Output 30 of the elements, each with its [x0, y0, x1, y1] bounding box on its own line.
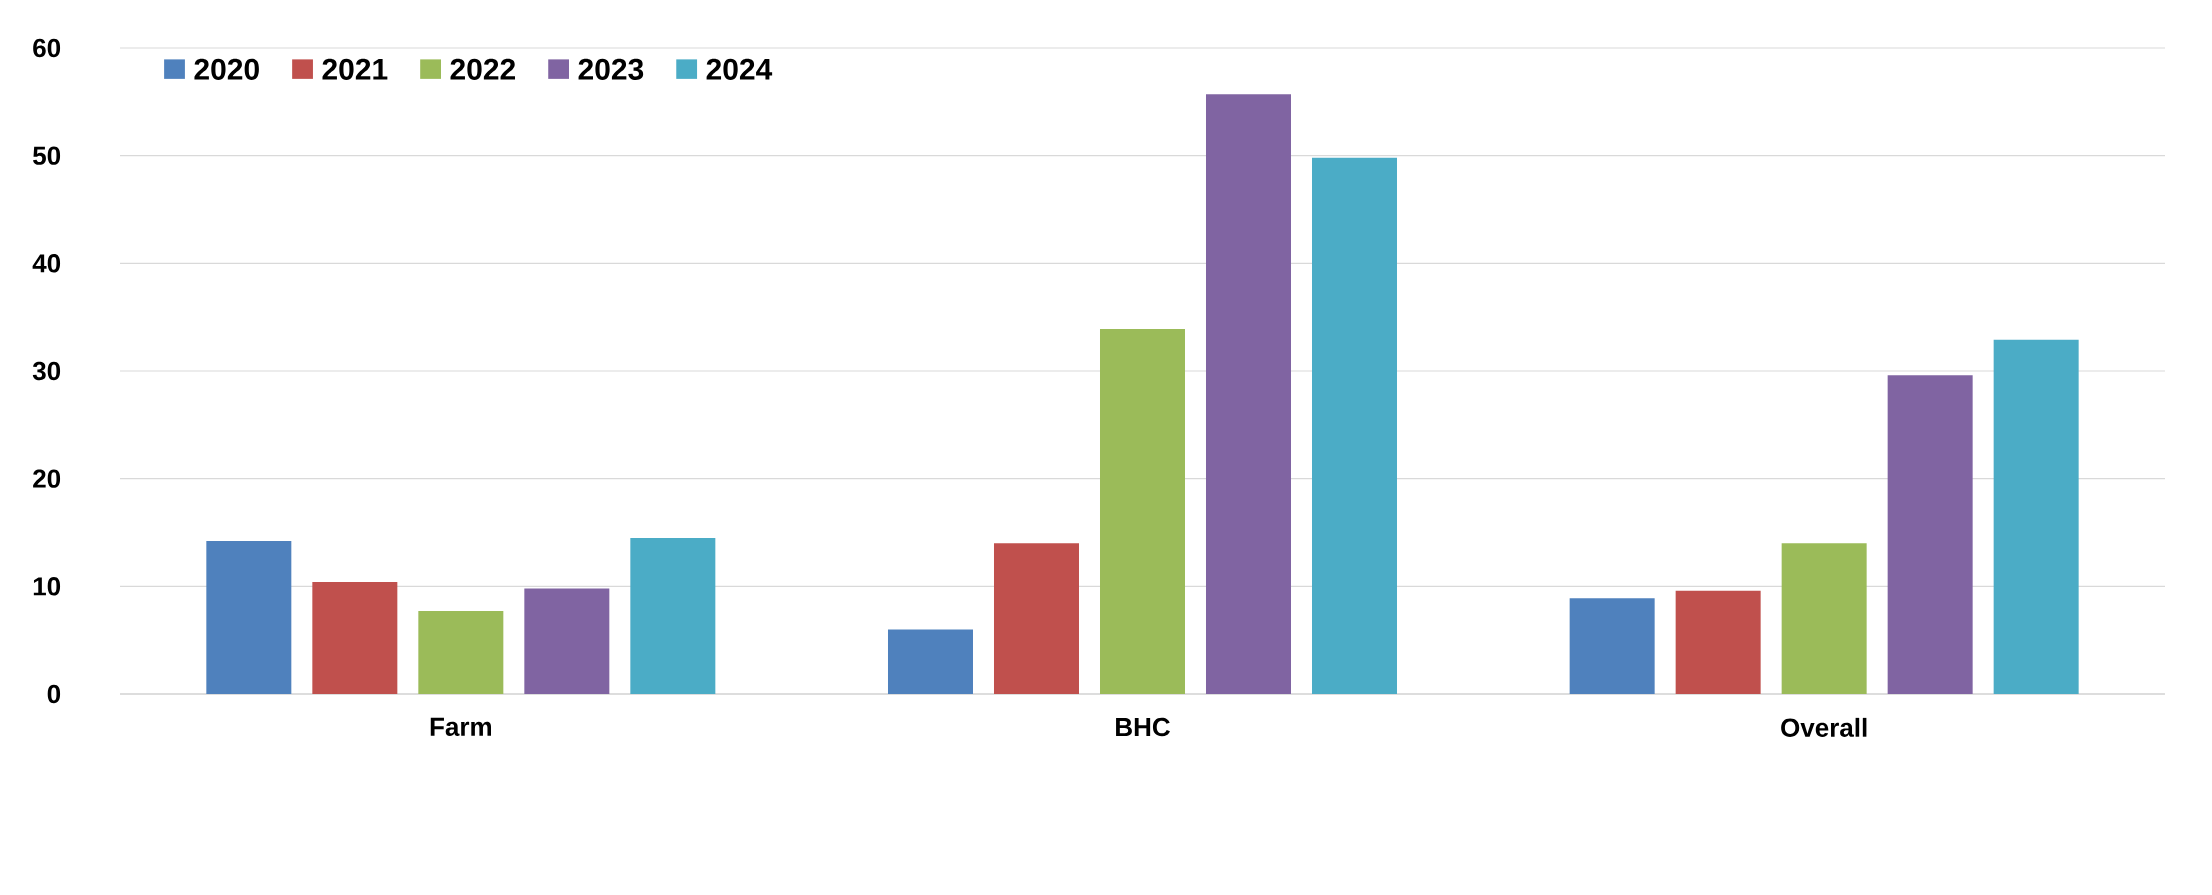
bar	[1569, 598, 1655, 694]
bar	[1781, 543, 1867, 694]
bar	[1312, 157, 1397, 694]
bar	[887, 629, 973, 694]
y-tick-label: 20	[33, 469, 61, 488]
bar	[206, 541, 292, 694]
x-tick-label: Farm	[430, 717, 491, 736]
legend-label: 2022	[450, 58, 516, 80]
bar	[1099, 329, 1185, 694]
bar	[1887, 375, 1973, 694]
bar	[630, 537, 716, 694]
y-tick-label: 0	[47, 684, 61, 704]
y-tick-label: 50	[33, 146, 61, 165]
legend-label: 2023	[578, 58, 644, 80]
y-tick-label: 40	[32, 254, 61, 273]
bar	[418, 611, 504, 694]
x-tick-label: BHC	[1116, 717, 1170, 737]
legend-label: 2021	[322, 58, 388, 80]
legend-label: 2020	[194, 58, 259, 80]
bar	[1993, 339, 2079, 694]
legend-label: 2024	[706, 58, 773, 80]
bar	[524, 588, 610, 694]
bar	[1675, 590, 1761, 694]
x-tick-label: Overall	[1781, 717, 1867, 737]
bar	[1206, 94, 1291, 694]
bar	[312, 582, 398, 694]
bar	[993, 543, 1079, 694]
y-tick-label: 10	[33, 577, 61, 596]
y-tick-label: 30	[32, 361, 61, 381]
y-tick-label: 60	[33, 38, 61, 58]
